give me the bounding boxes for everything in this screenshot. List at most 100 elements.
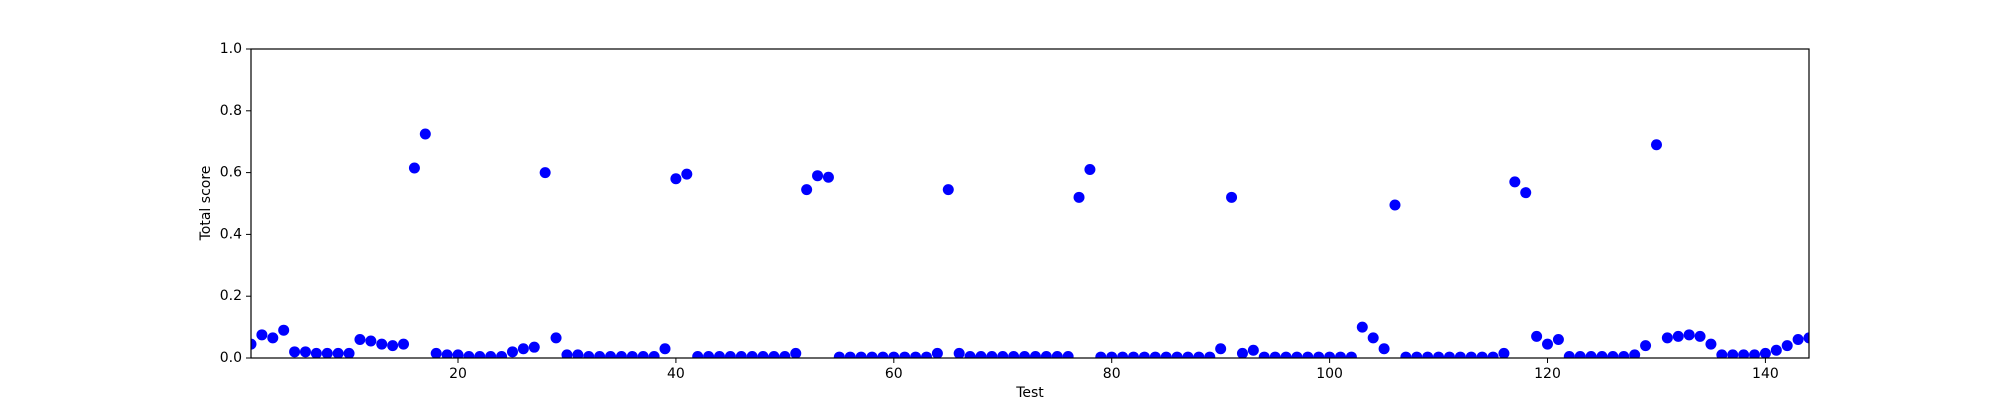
point [1204, 351, 1216, 358]
x-axis-label: Test [1015, 385, 1044, 400]
point [681, 168, 693, 180]
point [1618, 350, 1630, 358]
point [735, 350, 747, 358]
point [692, 350, 704, 358]
point [953, 347, 965, 358]
point [1258, 351, 1270, 358]
point [703, 350, 715, 358]
point [1389, 199, 1401, 211]
point [376, 338, 388, 350]
point [496, 350, 508, 358]
point [1084, 164, 1096, 176]
point [1160, 351, 1172, 358]
point [605, 350, 617, 358]
point [528, 341, 540, 353]
point [746, 350, 758, 358]
point [1378, 343, 1390, 355]
point [931, 347, 943, 358]
point [1171, 351, 1183, 358]
x-tick-label: 120 [1534, 366, 1561, 382]
point [1324, 351, 1336, 358]
y-tick-label: 0.2 [220, 288, 242, 304]
point [1781, 340, 1793, 352]
point [920, 351, 932, 358]
point [1443, 351, 1455, 358]
point [986, 350, 998, 358]
x-tick-label: 60 [885, 366, 903, 382]
point [267, 332, 279, 344]
point [408, 162, 420, 174]
point [888, 351, 900, 358]
x-tick-label: 140 [1752, 366, 1779, 382]
point [539, 167, 551, 179]
point [877, 351, 889, 358]
point [332, 347, 344, 358]
point [474, 350, 486, 358]
point [441, 349, 453, 358]
point [713, 350, 725, 358]
point [1574, 350, 1586, 358]
point [1247, 344, 1259, 356]
point [1040, 350, 1052, 358]
point [1661, 332, 1673, 344]
point [768, 350, 780, 358]
point [670, 173, 682, 185]
point [1738, 349, 1750, 358]
point [1694, 330, 1706, 342]
point [812, 170, 824, 182]
point [757, 350, 769, 358]
point [975, 350, 987, 358]
point [1073, 191, 1085, 203]
point [1051, 350, 1063, 358]
point [256, 329, 268, 341]
point [790, 347, 802, 358]
point [724, 350, 736, 358]
point [1367, 332, 1379, 344]
point [1716, 349, 1728, 358]
point [310, 347, 322, 358]
point [659, 343, 671, 355]
point [1509, 176, 1521, 188]
point [278, 324, 290, 336]
point [1062, 350, 1074, 358]
point [899, 351, 911, 358]
point [855, 351, 867, 358]
point [1759, 347, 1771, 358]
point [1520, 187, 1532, 199]
point [1008, 350, 1020, 358]
point [1019, 350, 1031, 358]
plot-area [251, 128, 1809, 358]
point [1280, 351, 1292, 358]
y-tick-label: 0.6 [220, 165, 242, 181]
point [1770, 344, 1782, 356]
point [1313, 351, 1325, 358]
point [1269, 351, 1281, 358]
point [1749, 349, 1761, 358]
point [910, 351, 922, 358]
point [1531, 330, 1543, 342]
point [1542, 338, 1554, 350]
point [844, 351, 856, 358]
point [942, 184, 954, 196]
point [1585, 350, 1597, 358]
point [1029, 350, 1041, 358]
point [1422, 351, 1434, 358]
point [779, 350, 791, 358]
point [1727, 349, 1739, 358]
y-tick-label: 0.0 [220, 350, 242, 366]
point [1705, 338, 1717, 350]
point [1302, 351, 1314, 358]
point [1345, 351, 1357, 358]
point [626, 350, 638, 358]
point [485, 350, 497, 358]
point [289, 346, 301, 358]
point [997, 350, 1009, 358]
point [1335, 351, 1347, 358]
point [251, 338, 257, 350]
axes-frame [250, 48, 1810, 359]
point [1596, 350, 1608, 358]
point [1607, 350, 1619, 358]
point [1650, 139, 1662, 151]
point [387, 340, 399, 352]
